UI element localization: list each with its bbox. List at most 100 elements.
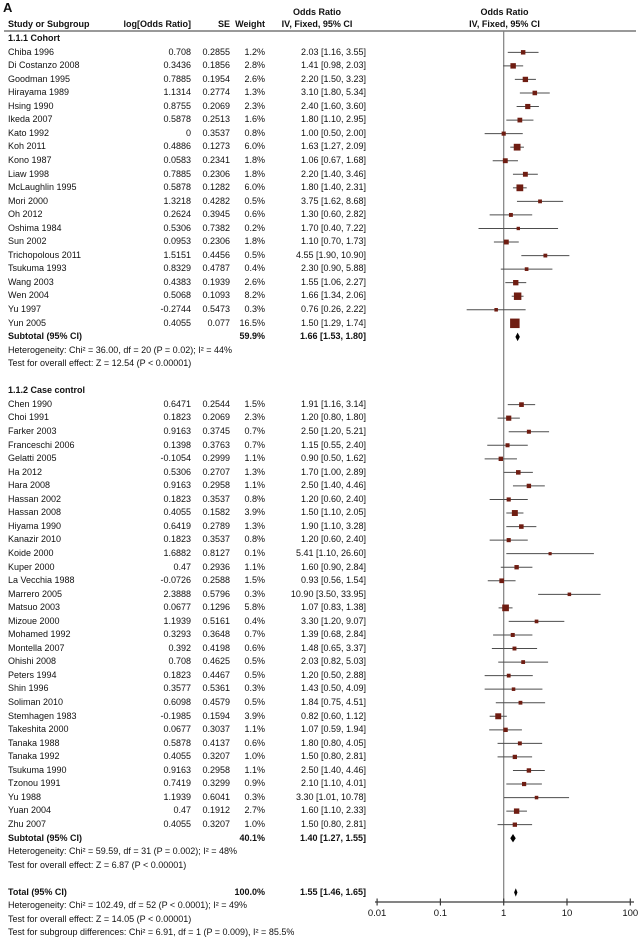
se-value: 0.5796 (202, 588, 230, 599)
logor-value: 0.47 (173, 805, 191, 816)
effect-marker (503, 727, 508, 733)
study-name: Kono 1987 (8, 154, 52, 165)
se-value: 0.2936 (202, 561, 230, 572)
effect-marker (510, 63, 516, 69)
se-value: 0.2069 (202, 100, 230, 111)
se-value: 0.3648 (202, 629, 230, 640)
or-ci-value: 1.70 [1.00, 2.89] (300, 466, 366, 477)
study-name: Kuper 2000 (8, 561, 55, 572)
se-value: 0.2999 (202, 453, 230, 464)
se-value: 0.4787 (202, 263, 230, 274)
stats-note-row: Heterogeneity: Chi² = 59.59, df = 31 (P … (0, 845, 640, 859)
weight-value: 1.1% (244, 561, 265, 572)
section-header-row: 1.1.1 Cohort (0, 32, 640, 46)
se-value: 0.7382 (202, 222, 230, 233)
or-ci-value: 1.50 [1.10, 2.05] (300, 507, 366, 518)
stats-note-row: Test for overall effect: Z = 14.05 (P < … (0, 913, 640, 927)
logor-value: 0 (185, 127, 191, 138)
logor-value: 1.3218 (163, 195, 191, 206)
logor-value: 0.47 (173, 561, 191, 572)
logor-value: 0.708 (168, 46, 191, 57)
se-value: 0.3537 (202, 493, 230, 504)
se-value: 0.4625 (202, 656, 230, 667)
or-ci-value: 0.93 [0.56, 1.54] (300, 575, 366, 585)
study-name: Soliman 2010 (8, 697, 64, 707)
or-ci-value: 1.15 [0.55, 2.40] (300, 439, 366, 450)
se-value: 0.6041 (202, 791, 230, 802)
study-row: Matsuo 2003 0.0677 0.1296 5.8% 1.07 [0.83, 1… (0, 601, 640, 615)
study-row: Hassan 2008 0.4055 0.1582 3.9% 1.50 [1.10, 2… (0, 506, 640, 520)
or-ci-value: 2.20 [1.40, 3.46] (300, 168, 366, 179)
effect-marker (522, 171, 528, 177)
weight-value: 0.7% (244, 426, 265, 436)
logor-value: 0.4886 (163, 141, 191, 152)
study-name: Zhu 2007 (8, 818, 47, 829)
study-row: Oh 2012 0.2624 0.3945 0.6% 1.30 [0.60, 2.82] (0, 208, 640, 222)
study-name: Marrero 2005 (8, 588, 63, 599)
weight-value: 0.6% (244, 209, 265, 220)
se-value: 0.2958 (202, 480, 230, 491)
study-row: Yuan 2004 0.47 0.1912 2.7% 1.60 [1.10, 2.33] (0, 804, 640, 818)
logor-value: 0.7885 (163, 73, 191, 84)
logor-value: 0.4055 (163, 751, 191, 762)
se-value: 0.1273 (202, 141, 230, 152)
study-name: Oshima 1984 (8, 222, 62, 233)
logor-value: 0.0583 (163, 154, 191, 165)
effect-marker (519, 402, 524, 407)
or-ci-value: 1.55 [1.06, 2.27] (300, 276, 366, 287)
study-name: Choi 1991 (8, 412, 50, 423)
weight-value: 0.6% (244, 642, 265, 653)
study-name: Tzonou 1991 (8, 778, 61, 789)
study-name: Wang 2003 (8, 276, 54, 287)
study-name: Shin 1996 (8, 683, 49, 694)
or-ci-value: 2.40 [1.60, 3.60] (300, 100, 366, 111)
overall-effect-note: Test for overall effect: Z = 6.87 (P < 0… (8, 859, 187, 870)
or-ci-value: 2.50 [1.40, 4.46] (300, 764, 366, 775)
effect-marker (512, 822, 517, 827)
or-ci-value: 1.30 [0.60, 2.82] (300, 209, 366, 220)
overall-effect-note: Test for overall effect: Z = 14.05 (P < … (8, 913, 192, 924)
study-name: Takeshita 2000 (8, 724, 69, 735)
or-ci-value: 1.43 [0.50, 4.09] (300, 683, 366, 694)
effect-marker (501, 131, 506, 136)
effect-marker (503, 239, 509, 245)
or-ci-value: 1.20 [0.80, 1.80] (300, 412, 366, 423)
weight-value: 1.5% (244, 575, 265, 585)
study-name: Franceschi 2006 (8, 439, 75, 450)
weight-value: 16.5% (239, 317, 265, 328)
study-row: Di Costanzo 2008 0.3436 0.1856 2.8% 1.41 [0.… (0, 59, 640, 73)
or-ci-value: 1.10 [0.70, 1.73] (300, 236, 366, 247)
logor-value: 0.9163 (163, 480, 191, 491)
or-ci-value: 1.48 [0.65, 3.37] (300, 642, 366, 653)
study-row: La Vecchia 1988 -0.0726 0.2588 1.5% 0.93 [0.… (0, 574, 640, 588)
study-name: Koide 2000 (8, 547, 54, 558)
logor-value: 1.1939 (163, 791, 191, 802)
effect-marker (506, 673, 511, 678)
study-row: Goodman 1995 0.7885 0.1954 2.6% 2.20 [1.50, … (0, 73, 640, 87)
weight-value: 0.4% (244, 615, 265, 626)
plot-header-or-subtitle: IV, Fixed, 95% CI (469, 19, 540, 29)
section-label: 1.1.1 Cohort (8, 33, 61, 43)
se-value: 0.2958 (202, 764, 230, 775)
pooled-diamond (514, 888, 518, 897)
effect-marker (526, 768, 532, 773)
study-name: Koh 2011 (8, 141, 46, 152)
weight-value: 2.6% (244, 276, 265, 287)
se-value: 0.2774 (202, 87, 230, 98)
logor-value: 0.5306 (163, 466, 191, 477)
axis-tick-label: 1 (501, 908, 506, 919)
weight-value: 0.7% (244, 629, 265, 640)
or-ci-value: 1.66 [1.34, 2.06] (300, 290, 366, 301)
logor-value: 0.0677 (163, 602, 191, 613)
se-value: 0.2306 (202, 236, 230, 247)
study-row: Koide 2000 1.6882 0.8127 0.1% 5.41 [1.10, 26… (0, 547, 640, 561)
logor-value: 0.7419 (163, 778, 191, 789)
logor-value: 0.4055 (163, 317, 191, 328)
effect-marker (506, 497, 511, 502)
effect-marker (526, 483, 532, 489)
section-header-row: 1.1.2 Case control (0, 384, 640, 398)
logor-value: 0.1823 (163, 412, 191, 423)
logor-value: 0.5068 (163, 290, 191, 301)
or-ci-value: 1.07 [0.83, 1.38] (300, 602, 366, 613)
weight-value: 1.3% (244, 87, 265, 98)
